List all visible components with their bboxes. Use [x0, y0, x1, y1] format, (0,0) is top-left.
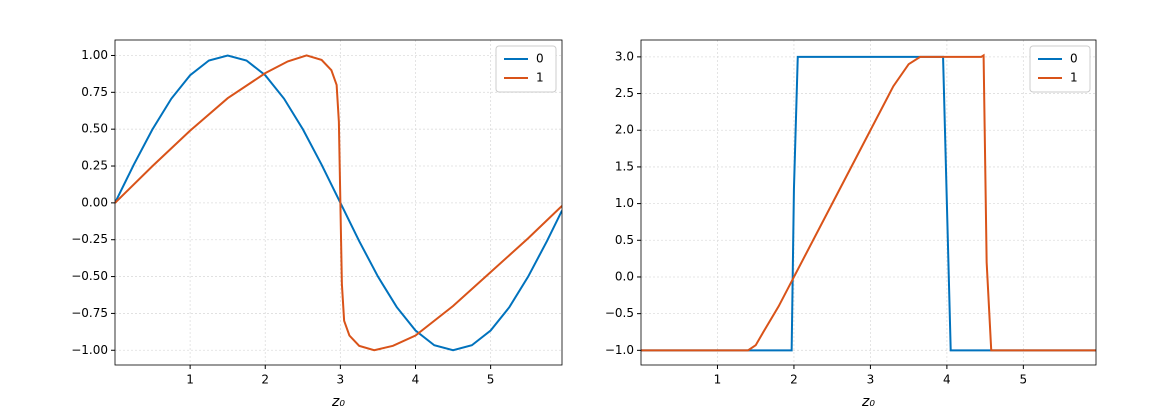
plot-area — [115, 40, 562, 365]
y-tick-label: −0.50 — [71, 269, 108, 283]
x-tick-label: 5 — [1020, 373, 1028, 387]
x-axis-label: z₀ — [331, 394, 345, 410]
legend-label: 1 — [1070, 71, 1078, 85]
x-tick-label: 1 — [186, 373, 194, 387]
x-tick-label: 3 — [337, 373, 345, 387]
y-tick-label: 0.00 — [81, 195, 108, 209]
series-line — [641, 53, 1096, 352]
x-axis-label: z₀ — [861, 394, 875, 410]
y-tick-label: −0.5 — [605, 306, 634, 320]
y-tick-label: 0.0 — [615, 269, 634, 283]
legend-label: 1 — [536, 71, 544, 85]
y-tick-label: 1.5 — [615, 159, 634, 173]
legend-label: 0 — [1070, 52, 1078, 66]
y-tick-label: 1.00 — [81, 48, 108, 62]
legend-box — [1029, 45, 1091, 93]
series-line — [115, 54, 562, 352]
y-tick-label: −0.75 — [71, 306, 108, 320]
y-tick-label: −1.0 — [605, 343, 634, 357]
x-tick-label: 1 — [714, 373, 722, 387]
y-tick-label: 0.75 — [81, 85, 108, 99]
x-tick-label: 4 — [412, 373, 420, 387]
x-tick-label: 4 — [943, 373, 951, 387]
axes-frame — [114, 39, 563, 366]
y-tick-label: 2.5 — [615, 86, 634, 100]
x-tick-label: 3 — [867, 373, 875, 387]
y-tick-label: −0.25 — [71, 232, 108, 246]
plot-area — [641, 40, 1096, 365]
x-tick-label: 2 — [261, 373, 269, 387]
y-tick-label: −1.00 — [71, 343, 108, 357]
y-tick-label: 3.0 — [615, 49, 634, 63]
x-tick-label: 5 — [487, 373, 495, 387]
y-tick-label: 0.5 — [615, 233, 634, 247]
x-tick-label: 2 — [790, 373, 798, 387]
series-line — [641, 55, 1096, 352]
y-tick-label: 1.0 — [615, 196, 634, 210]
y-tick-label: 0.50 — [81, 122, 108, 136]
legend-label: 0 — [536, 52, 544, 66]
legend-box — [495, 45, 557, 93]
y-tick-label: 0.25 — [81, 159, 108, 173]
axes-frame — [640, 39, 1097, 366]
y-tick-label: 2.0 — [615, 123, 634, 137]
